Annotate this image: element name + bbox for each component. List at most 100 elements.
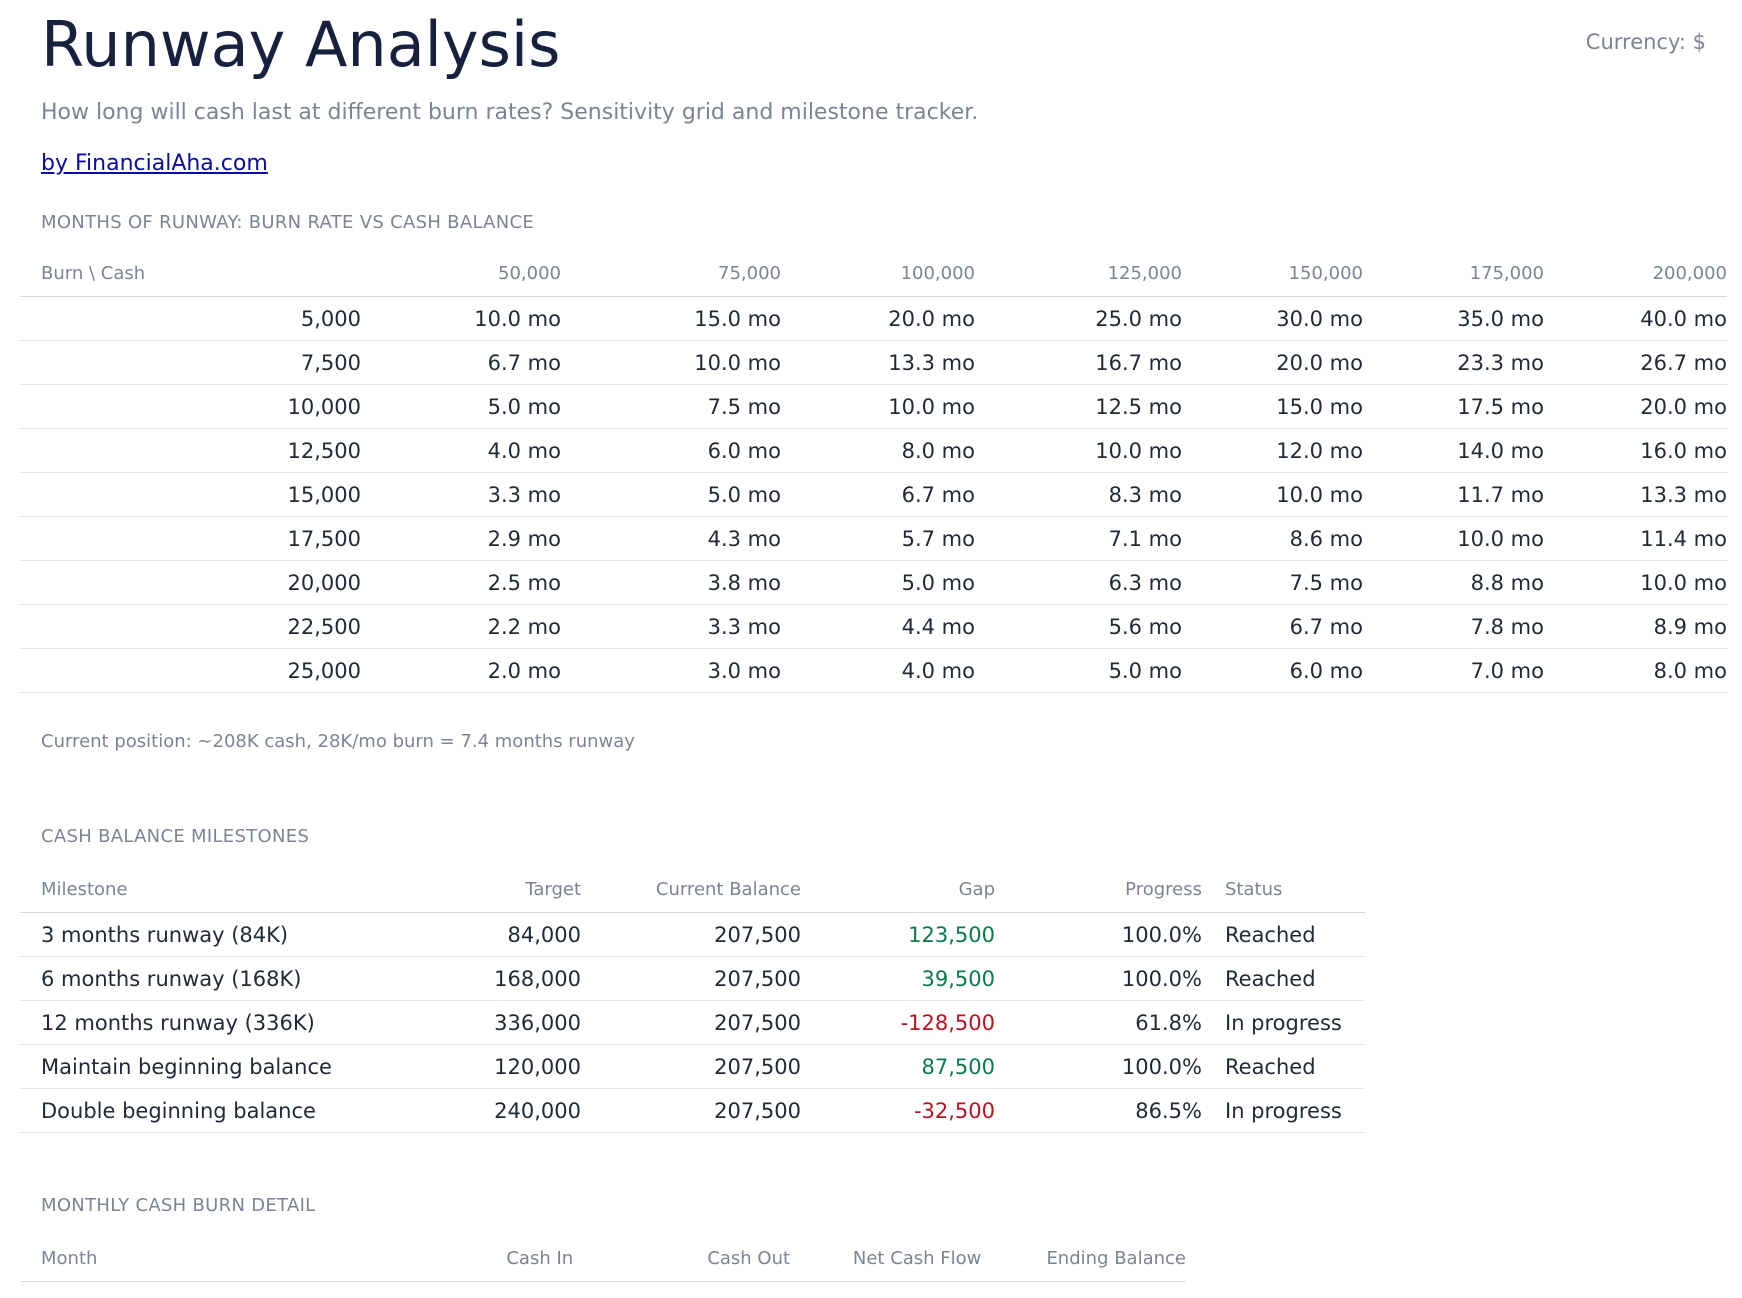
current-balance-cell: 207,500 — [581, 1044, 801, 1089]
runway-cell: 6.0 mo — [561, 428, 781, 473]
milestones-section-title: CASH BALANCE MILESTONES — [41, 826, 310, 847]
column-header-milestone: Milestone — [20, 866, 440, 913]
runway-cell: 3.0 mo — [561, 648, 781, 693]
runway-cell: 13.3 mo — [781, 340, 975, 385]
runway-cell: 8.3 mo — [975, 472, 1182, 517]
corner-header: Burn \ Cash — [20, 250, 361, 297]
runway-cell: 7.5 mo — [1182, 560, 1363, 605]
runway-cell: 2.0 mo — [361, 648, 561, 693]
runway-cell: 10.0 mo — [1363, 516, 1544, 561]
table-row: 5,000 10.0 mo 15.0 mo 20.0 mo 25.0 mo 30.0 mo… — [20, 296, 1727, 341]
runway-cell: 5.0 mo — [561, 472, 781, 517]
runway-cell: 8.0 mo — [1544, 648, 1727, 693]
burn-rate-cell: 25,000 — [20, 648, 361, 693]
runway-cell: 12.5 mo — [975, 384, 1182, 429]
column-header-cash-in: Cash In — [433, 1235, 574, 1282]
table-row: 25,000 2.0 mo 3.0 mo 4.0 mo 5.0 mo 6.0 mo 7.0 … — [20, 648, 1727, 693]
runway-cell: 16.7 mo — [975, 340, 1182, 385]
runway-cell: 10.0 mo — [781, 384, 975, 429]
current-balance-cell: 207,500 — [581, 912, 801, 957]
runway-cell: 17.5 mo — [1363, 384, 1544, 429]
runway-cell: 3.8 mo — [561, 560, 781, 605]
column-header-cash: 100,000 — [781, 250, 975, 297]
runway-cell: 2.9 mo — [361, 516, 561, 561]
burn-rate-cell: 17,500 — [20, 516, 361, 561]
byline-link[interactable]: by FinancialAha.com — [41, 151, 268, 176]
runway-cell: 8.9 mo — [1544, 604, 1727, 649]
runway-cell: 6.7 mo — [361, 340, 561, 385]
table-row: 10,000 5.0 mo 7.5 mo 10.0 mo 12.5 mo 15.0 mo 1… — [20, 384, 1727, 429]
runway-cell: 7.0 mo — [1363, 648, 1544, 693]
burn-detail-section-title: MONTHLY CASH BURN DETAIL — [41, 1195, 316, 1216]
burn-rate-cell: 20,000 — [20, 560, 361, 605]
runway-cell: 5.0 mo — [781, 560, 975, 605]
runway-cell: 15.0 mo — [561, 296, 781, 341]
runway-cell: 5.6 mo — [975, 604, 1182, 649]
target-cell: 168,000 — [440, 956, 581, 1001]
table-row: 6 months runway (168K) 168,000 207,500 39,5… — [20, 956, 1365, 1001]
runway-cell: 6.7 mo — [1182, 604, 1363, 649]
runway-cell: 8.8 mo — [1363, 560, 1544, 605]
progress-cell: 61.8% — [995, 1000, 1202, 1045]
current-position-note: Current position: ~208K cash, 28K/mo bur… — [41, 731, 635, 752]
runway-cell: 6.3 mo — [975, 560, 1182, 605]
runway-cell: 26.7 mo — [1544, 340, 1727, 385]
page-subtitle: How long will cash last at different bur… — [41, 100, 979, 125]
table-row: 15,000 3.3 mo 5.0 mo 6.7 mo 8.3 mo 10.0 mo 11.… — [20, 472, 1727, 517]
runway-cell: 4.4 mo — [781, 604, 975, 649]
page-title: Runway Analysis — [41, 8, 561, 81]
runway-cell: 25.0 mo — [975, 296, 1182, 341]
runway-cell: 20.0 mo — [781, 296, 975, 341]
runway-cell: 20.0 mo — [1544, 384, 1727, 429]
table-row: 3 months runway (84K) 84,000 207,500 123,50… — [20, 912, 1365, 957]
target-cell: 120,000 — [440, 1044, 581, 1089]
status-cell: In progress — [1202, 1088, 1365, 1133]
column-header-status: Status — [1202, 866, 1365, 913]
runway-cell: 23.3 mo — [1363, 340, 1544, 385]
runway-cell: 3.3 mo — [361, 472, 561, 517]
runway-cell: 5.0 mo — [361, 384, 561, 429]
table-row: 17,500 2.9 mo 4.3 mo 5.7 mo 7.1 mo 8.6 mo 10.0… — [20, 516, 1727, 561]
milestone-name-cell: 3 months runway (84K) — [20, 912, 440, 957]
column-header-target: Target — [440, 866, 581, 913]
runway-cell: 20.0 mo — [1182, 340, 1363, 385]
sensitivity-section-title: MONTHS OF RUNWAY: BURN RATE VS CASH BALA… — [41, 212, 535, 233]
column-header-cash-out: Cash Out — [573, 1235, 791, 1282]
runway-cell: 5.0 mo — [975, 648, 1182, 693]
runway-cell: 8.0 mo — [781, 428, 975, 473]
column-header-current-balance: Current Balance — [581, 866, 801, 913]
runway-cell: 10.0 mo — [1182, 472, 1363, 517]
runway-cell: 16.0 mo — [1544, 428, 1727, 473]
runway-cell: 15.0 mo — [1182, 384, 1363, 429]
runway-cell: 6.0 mo — [1182, 648, 1363, 693]
currency-label: Currency: $ — [1585, 30, 1706, 54]
progress-cell: 100.0% — [995, 912, 1202, 957]
milestone-name-cell: Double beginning balance — [20, 1088, 440, 1133]
table-header-row: Burn \ Cash 50,000 75,000 100,000 125,00… — [20, 250, 1727, 297]
progress-cell: 100.0% — [995, 1044, 1202, 1089]
burn-rate-cell: 7,500 — [20, 340, 361, 385]
column-header-ending-balance: Ending Balance — [981, 1235, 1186, 1282]
burn-rate-cell: 15,000 — [20, 472, 361, 517]
progress-cell: 86.5% — [995, 1088, 1202, 1133]
runway-cell: 7.1 mo — [975, 516, 1182, 561]
runway-cell: 4.0 mo — [781, 648, 975, 693]
runway-cell: 3.3 mo — [561, 604, 781, 649]
target-cell: 84,000 — [440, 912, 581, 957]
column-header-net-cash-flow: Net Cash Flow — [790, 1235, 982, 1282]
burn-rate-cell: 5,000 — [20, 296, 361, 341]
table-row: Maintain beginning balance 120,000 207,500… — [20, 1044, 1365, 1089]
target-cell: 240,000 — [440, 1088, 581, 1133]
runway-cell: 11.7 mo — [1363, 472, 1544, 517]
current-balance-cell: 207,500 — [581, 1000, 801, 1045]
runway-cell: 7.8 mo — [1363, 604, 1544, 649]
column-header-progress: Progress — [995, 866, 1202, 913]
column-header-cash: 175,000 — [1363, 250, 1544, 297]
gap-cell: 87,500 — [801, 1044, 995, 1089]
table-row: Double beginning balance 240,000 207,500 -3… — [20, 1088, 1365, 1133]
current-balance-cell: 207,500 — [581, 1088, 801, 1133]
gap-cell: -128,500 — [801, 1000, 995, 1045]
status-cell: Reached — [1202, 1044, 1365, 1089]
target-cell: 336,000 — [440, 1000, 581, 1045]
table-header-row: Month Cash In Cash Out Net Cash Flow End… — [20, 1235, 1186, 1282]
